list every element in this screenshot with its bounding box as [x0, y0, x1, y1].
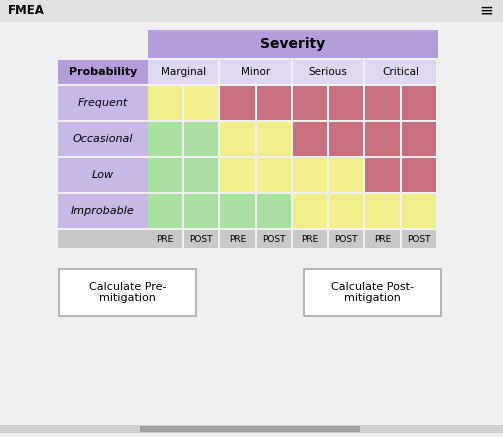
Bar	[184, 86, 218, 120]
Text: Probability: Probability	[69, 67, 137, 77]
Bar	[402, 86, 436, 120]
Text: Calculate Pre-
mitigation: Calculate Pre- mitigation	[89, 282, 166, 303]
Bar	[402, 230, 436, 248]
Text: FMEA: FMEA	[8, 4, 45, 17]
Bar	[0, 0, 503, 22]
Text: PRE: PRE	[156, 235, 174, 243]
Bar	[366, 122, 400, 156]
Bar	[366, 194, 400, 228]
Text: POST: POST	[334, 235, 358, 243]
Bar	[293, 158, 327, 192]
Bar	[220, 158, 255, 192]
Bar	[402, 194, 436, 228]
Bar	[329, 122, 364, 156]
Text: PRE: PRE	[229, 235, 246, 243]
Bar	[220, 60, 291, 84]
Text: ≡: ≡	[479, 2, 493, 20]
Bar	[293, 230, 327, 248]
Text: Low: Low	[92, 170, 114, 180]
Text: Serious: Serious	[309, 67, 348, 77]
Text: Frequent: Frequent	[78, 98, 128, 108]
Bar	[148, 194, 182, 228]
Bar	[257, 122, 291, 156]
Bar	[148, 230, 182, 248]
Bar	[257, 194, 291, 228]
FancyBboxPatch shape	[59, 269, 196, 316]
Bar	[0, 425, 503, 433]
Text: Calculate Post-
mitigation: Calculate Post- mitigation	[331, 282, 414, 303]
Bar	[148, 158, 182, 192]
Bar	[366, 158, 400, 192]
Text: PRE: PRE	[301, 235, 319, 243]
Bar	[220, 194, 255, 228]
Text: Critical: Critical	[382, 67, 419, 77]
Bar	[220, 86, 255, 120]
Bar	[402, 122, 436, 156]
Bar	[58, 122, 148, 156]
Bar	[329, 230, 364, 248]
Bar	[402, 158, 436, 192]
Bar	[148, 86, 182, 120]
Bar	[366, 230, 400, 248]
Bar	[184, 194, 218, 228]
Bar	[58, 158, 148, 192]
Bar	[257, 230, 291, 248]
Bar	[148, 60, 218, 84]
Bar	[257, 158, 291, 192]
Bar	[58, 86, 148, 120]
Text: POST: POST	[262, 235, 286, 243]
Bar	[366, 60, 436, 84]
Bar	[329, 194, 364, 228]
Text: Occasional: Occasional	[73, 134, 133, 144]
Text: Marginal: Marginal	[160, 67, 206, 77]
Bar	[329, 158, 364, 192]
Bar	[148, 122, 182, 156]
Text: POST: POST	[407, 235, 431, 243]
Bar	[293, 86, 327, 120]
Bar	[220, 230, 255, 248]
Bar	[148, 30, 438, 58]
Bar	[184, 158, 218, 192]
Bar	[58, 230, 148, 248]
Bar	[140, 426, 360, 432]
Bar	[58, 194, 148, 228]
Bar	[58, 60, 148, 84]
Bar	[366, 86, 400, 120]
Text: POST: POST	[190, 235, 213, 243]
Bar	[329, 86, 364, 120]
Text: PRE: PRE	[374, 235, 391, 243]
Bar	[184, 230, 218, 248]
Text: Severity: Severity	[261, 37, 325, 51]
Text: Improbable: Improbable	[71, 206, 135, 216]
Bar	[184, 122, 218, 156]
Bar	[293, 194, 327, 228]
Bar	[293, 60, 364, 84]
Bar	[257, 86, 291, 120]
FancyBboxPatch shape	[304, 269, 441, 316]
Text: Minor: Minor	[241, 67, 271, 77]
Bar	[220, 122, 255, 156]
Bar	[293, 122, 327, 156]
